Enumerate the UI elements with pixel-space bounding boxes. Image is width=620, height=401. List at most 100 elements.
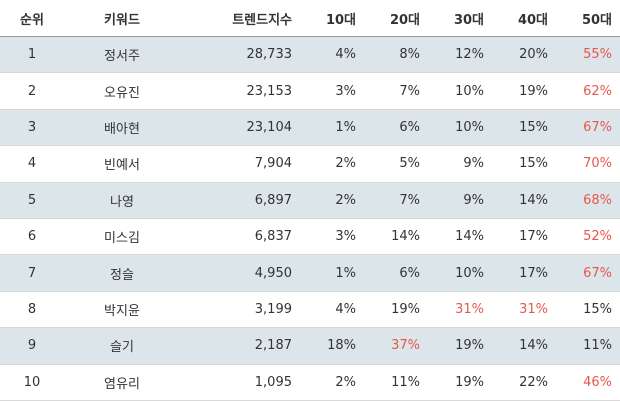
cell-keyword: 배아현 bbox=[64, 109, 180, 147]
cell-age-40s: 14% bbox=[492, 327, 556, 365]
cell-age-10s: 18% bbox=[300, 327, 364, 365]
cell-age-40s: 15% bbox=[492, 109, 556, 147]
cell-age-40s: 22% bbox=[492, 364, 556, 401]
cell-rank: 2 bbox=[0, 72, 64, 110]
cell-rank: 4 bbox=[0, 145, 64, 183]
cell-age-20s: 11% bbox=[364, 364, 428, 401]
table-row: 9 슬기 2,187 18% 37% 19% 14% 11% bbox=[0, 327, 620, 365]
cell-age-30s: 9% bbox=[428, 182, 492, 219]
cell-age-30s: 12% bbox=[428, 36, 492, 74]
cell-age-20s: 19% bbox=[364, 291, 428, 329]
cell-age-50s: 70% bbox=[556, 145, 620, 183]
cell-age-30s: 14% bbox=[428, 218, 492, 256]
cell-trend-index: 23,153 bbox=[180, 72, 300, 110]
cell-keyword: 빈예서 bbox=[64, 145, 180, 183]
cell-age-20s: 5% bbox=[364, 145, 428, 183]
cell-keyword: 박지윤 bbox=[64, 291, 180, 329]
cell-age-30s: 10% bbox=[428, 72, 492, 110]
table-row: 8 박지윤 3,199 4% 19% 31% 31% 15% bbox=[0, 291, 620, 329]
cell-keyword: 미스김 bbox=[64, 218, 180, 256]
cell-age-50s: 68% bbox=[556, 182, 620, 219]
cell-age-20s: 6% bbox=[364, 109, 428, 147]
column-header-10s: 10대 bbox=[300, 0, 364, 37]
column-header-trend: 트렌드지수 bbox=[180, 0, 300, 37]
cell-age-20s: 7% bbox=[364, 182, 428, 219]
cell-keyword: 정서주 bbox=[64, 36, 180, 74]
cell-age-20s: 14% bbox=[364, 218, 428, 256]
table-row: 7 정슬 4,950 1% 6% 10% 17% 67% bbox=[0, 254, 620, 292]
cell-age-40s: 31% bbox=[492, 291, 556, 329]
cell-trend-index: 2,187 bbox=[180, 327, 300, 365]
column-header-30s: 30대 bbox=[428, 0, 492, 37]
cell-age-50s: 67% bbox=[556, 254, 620, 292]
cell-trend-index: 4,950 bbox=[180, 254, 300, 292]
cell-age-30s: 19% bbox=[428, 327, 492, 365]
cell-age-30s: 19% bbox=[428, 364, 492, 401]
cell-age-10s: 4% bbox=[300, 36, 364, 74]
cell-rank: 1 bbox=[0, 36, 64, 74]
cell-keyword: 정슬 bbox=[64, 254, 180, 292]
cell-age-30s: 31% bbox=[428, 291, 492, 329]
cell-trend-index: 1,095 bbox=[180, 364, 300, 401]
column-header-50s: 50대 bbox=[556, 0, 620, 37]
cell-age-40s: 19% bbox=[492, 72, 556, 110]
cell-age-20s: 8% bbox=[364, 36, 428, 74]
cell-age-50s: 67% bbox=[556, 109, 620, 147]
cell-age-40s: 14% bbox=[492, 182, 556, 219]
cell-age-10s: 1% bbox=[300, 254, 364, 292]
cell-age-10s: 2% bbox=[300, 364, 364, 401]
table-row: 2 오유진 23,153 3% 7% 10% 19% 62% bbox=[0, 72, 620, 110]
column-header-40s: 40대 bbox=[492, 0, 556, 37]
cell-age-40s: 20% bbox=[492, 36, 556, 74]
cell-trend-index: 3,199 bbox=[180, 291, 300, 329]
table-row: 3 배아현 23,104 1% 6% 10% 15% 67% bbox=[0, 109, 620, 147]
cell-age-40s: 17% bbox=[492, 254, 556, 292]
column-header-rank: 순위 bbox=[0, 0, 64, 37]
cell-age-10s: 4% bbox=[300, 291, 364, 329]
cell-rank: 5 bbox=[0, 182, 64, 219]
cell-age-50s: 55% bbox=[556, 36, 620, 74]
cell-age-40s: 17% bbox=[492, 218, 556, 256]
cell-keyword: 슬기 bbox=[64, 327, 180, 365]
cell-rank: 8 bbox=[0, 291, 64, 329]
cell-age-40s: 15% bbox=[492, 145, 556, 183]
cell-age-50s: 52% bbox=[556, 218, 620, 256]
cell-trend-index: 6,897 bbox=[180, 182, 300, 219]
cell-keyword: 염유리 bbox=[64, 364, 180, 401]
cell-trend-index: 7,904 bbox=[180, 145, 300, 183]
cell-rank: 6 bbox=[0, 218, 64, 256]
cell-age-10s: 3% bbox=[300, 218, 364, 256]
cell-age-50s: 46% bbox=[556, 364, 620, 401]
cell-age-50s: 62% bbox=[556, 72, 620, 110]
cell-age-10s: 2% bbox=[300, 145, 364, 183]
table-row: 10 염유리 1,095 2% 11% 19% 22% 46% bbox=[0, 364, 620, 401]
cell-age-20s: 6% bbox=[364, 254, 428, 292]
header-row: 순위 키워드 트렌드지수 10대 20대 30대 40대 50대 bbox=[0, 0, 620, 37]
cell-trend-index: 23,104 bbox=[180, 109, 300, 147]
cell-keyword: 오유진 bbox=[64, 72, 180, 110]
table-row: 1 정서주 28,733 4% 8% 12% 20% 55% bbox=[0, 36, 620, 74]
cell-age-30s: 9% bbox=[428, 145, 492, 183]
cell-rank: 3 bbox=[0, 109, 64, 147]
cell-age-20s: 37% bbox=[364, 327, 428, 365]
cell-trend-index: 28,733 bbox=[180, 36, 300, 74]
cell-keyword: 나영 bbox=[64, 182, 180, 219]
column-header-keyword: 키워드 bbox=[64, 0, 180, 37]
cell-trend-index: 6,837 bbox=[180, 218, 300, 256]
table-row: 4 빈예서 7,904 2% 5% 9% 15% 70% bbox=[0, 145, 620, 183]
cell-age-10s: 3% bbox=[300, 72, 364, 110]
cell-rank: 9 bbox=[0, 327, 64, 365]
cell-age-30s: 10% bbox=[428, 254, 492, 292]
cell-age-10s: 1% bbox=[300, 109, 364, 147]
cell-age-30s: 10% bbox=[428, 109, 492, 147]
table-row: 6 미스김 6,837 3% 14% 14% 17% 52% bbox=[0, 218, 620, 256]
cell-age-50s: 15% bbox=[556, 291, 620, 329]
cell-rank: 10 bbox=[0, 364, 64, 401]
cell-age-10s: 2% bbox=[300, 182, 364, 219]
column-header-20s: 20대 bbox=[364, 0, 428, 37]
cell-age-50s: 11% bbox=[556, 327, 620, 365]
cell-rank: 7 bbox=[0, 254, 64, 292]
table-row: 5 나영 6,897 2% 7% 9% 14% 68% bbox=[0, 182, 620, 219]
cell-age-20s: 7% bbox=[364, 72, 428, 110]
